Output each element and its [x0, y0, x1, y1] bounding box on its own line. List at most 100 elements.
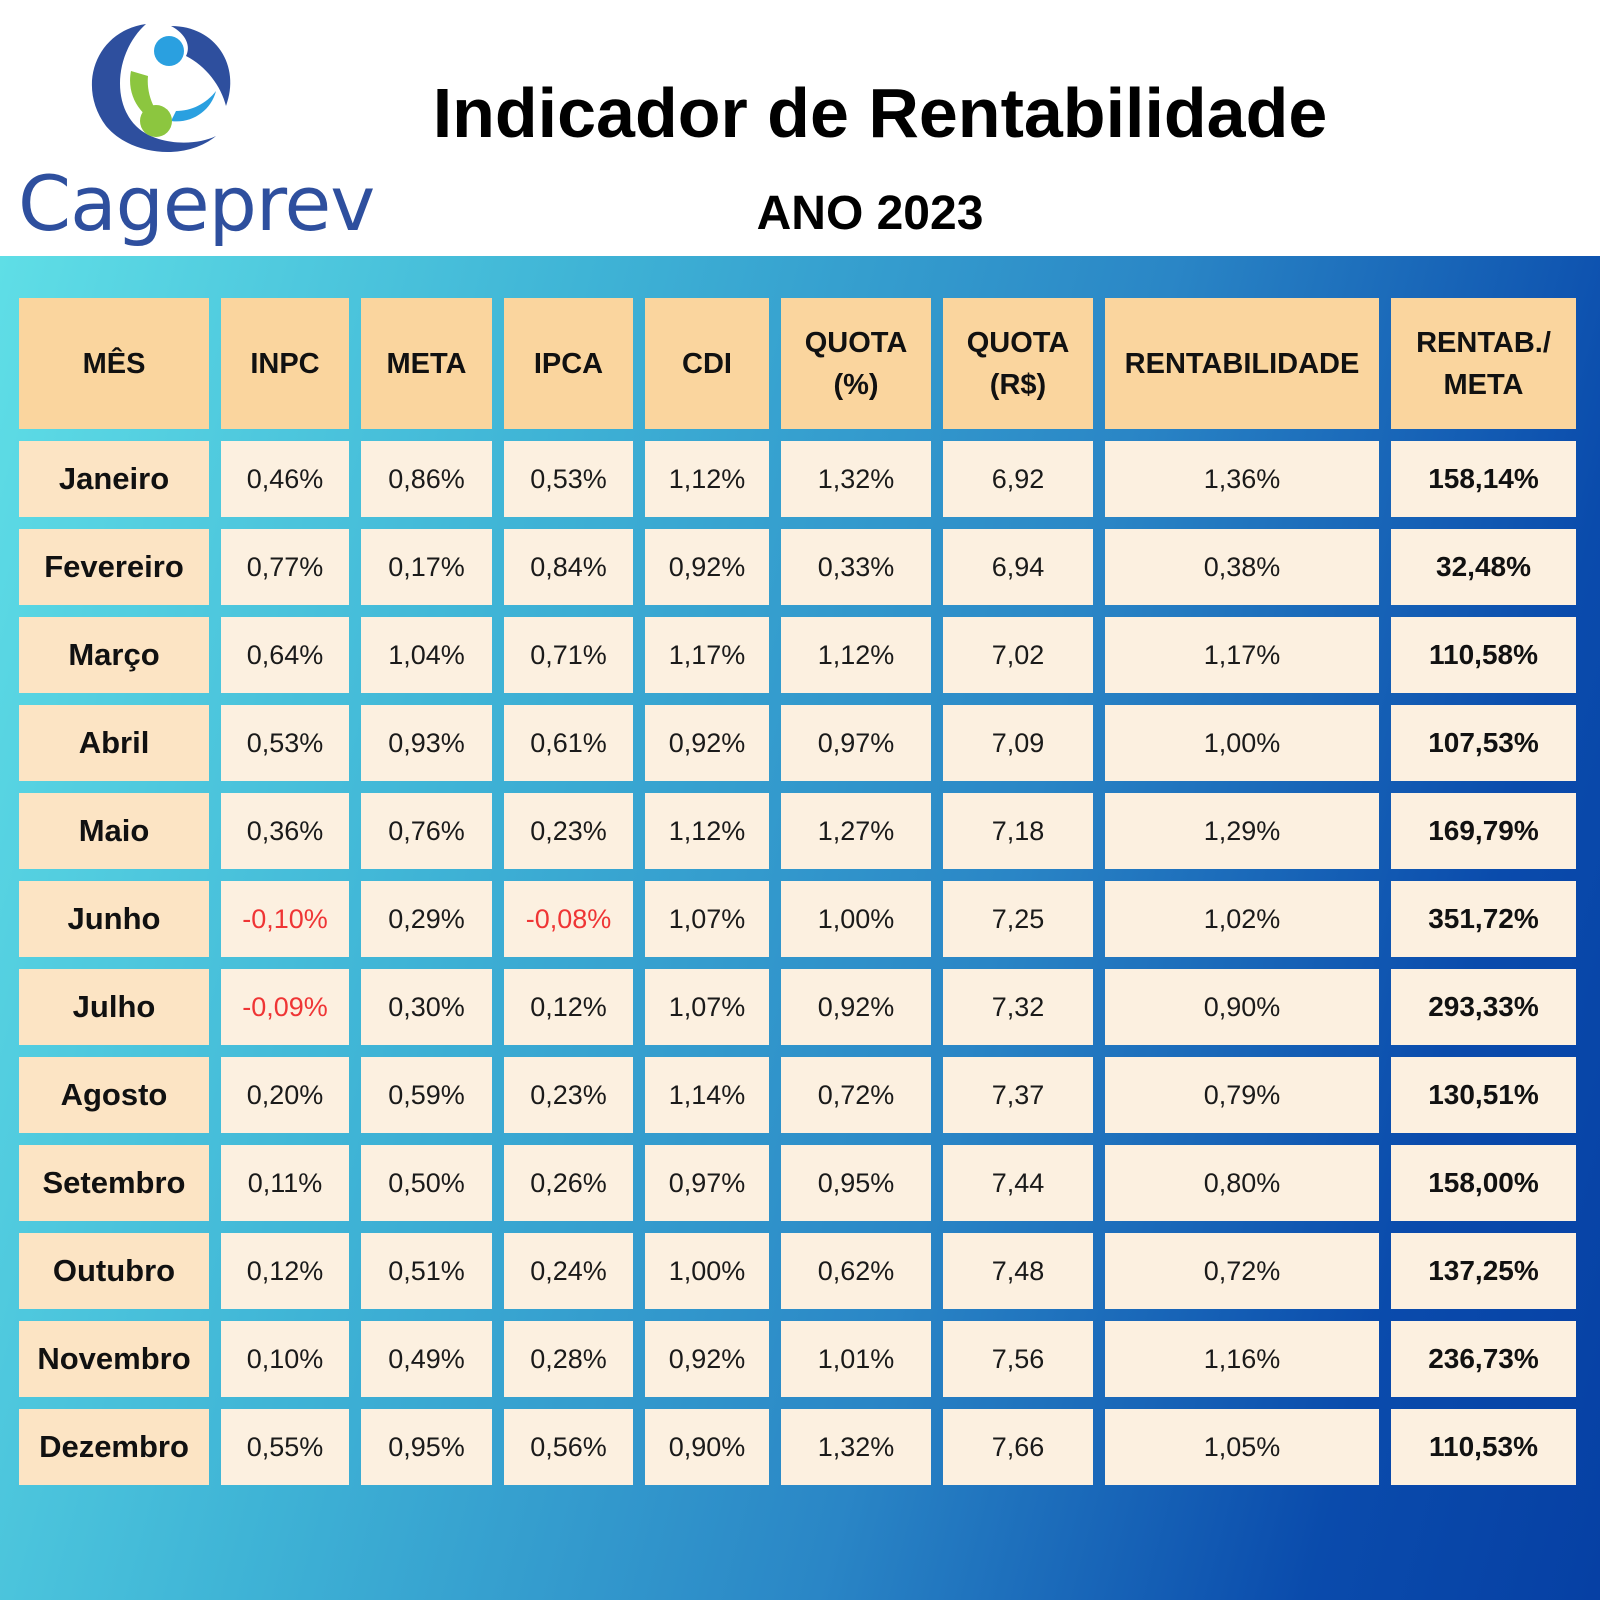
column-header: QUOTA (%) [781, 298, 931, 429]
inpc-cell: 0,53% [221, 705, 349, 781]
cdi-cell: 0,92% [645, 705, 769, 781]
meta-cell: 0,76% [361, 793, 492, 869]
ipca-cell: 0,23% [504, 793, 633, 869]
quota-value-cell: 6,92 [943, 441, 1093, 517]
column-header: META [361, 298, 492, 429]
rentab-meta-cell: 158,00% [1391, 1145, 1576, 1221]
quota-value-cell: 7,56 [943, 1321, 1093, 1397]
inpc-cell: 0,55% [221, 1409, 349, 1485]
meta-cell: 0,30% [361, 969, 492, 1045]
cdi-cell: 1,12% [645, 441, 769, 517]
quota-pct-cell: 0,92% [781, 969, 931, 1045]
cdi-cell: 1,07% [645, 881, 769, 957]
meta-cell: 0,29% [361, 881, 492, 957]
column-header: RENTABILIDADE [1105, 298, 1379, 429]
inpc-cell: 0,64% [221, 617, 349, 693]
meta-cell: 0,17% [361, 529, 492, 605]
rentab-meta-cell: 236,73% [1391, 1321, 1576, 1397]
ipca-cell: 0,26% [504, 1145, 633, 1221]
cdi-cell: 0,92% [645, 1321, 769, 1397]
quota-pct-cell: 1,12% [781, 617, 931, 693]
column-header: INPC [221, 298, 349, 429]
inpc-cell: 0,20% [221, 1057, 349, 1133]
inpc-cell: -0,10% [221, 881, 349, 957]
month-cell: Setembro [19, 1145, 209, 1221]
ipca-cell: 0,84% [504, 529, 633, 605]
rentab-meta-cell: 351,72% [1391, 881, 1576, 957]
rentab-meta-cell: 169,79% [1391, 793, 1576, 869]
month-cell: Maio [19, 793, 209, 869]
ipca-cell: 0,23% [504, 1057, 633, 1133]
meta-cell: 0,51% [361, 1233, 492, 1309]
cdi-cell: 0,97% [645, 1145, 769, 1221]
quota-value-cell: 7,02 [943, 617, 1093, 693]
ipca-cell: 0,12% [504, 969, 633, 1045]
quota-pct-cell: 1,32% [781, 1409, 931, 1485]
quota-pct-cell: 1,32% [781, 441, 931, 517]
cageprev-logo: Cageprev [16, 16, 375, 246]
meta-cell: 0,95% [361, 1409, 492, 1485]
inpc-cell: 0,36% [221, 793, 349, 869]
rentab-meta-cell: 130,51% [1391, 1057, 1576, 1133]
ipca-cell: -0,08% [504, 881, 633, 957]
rentab-meta-cell: 32,48% [1391, 529, 1576, 605]
column-header: CDI [645, 298, 769, 429]
quota-pct-cell: 0,72% [781, 1057, 931, 1133]
rentab-meta-cell: 107,53% [1391, 705, 1576, 781]
rentabilidade-cell: 0,90% [1105, 969, 1379, 1045]
quota-value-cell: 7,32 [943, 969, 1093, 1045]
quota-value-cell: 7,25 [943, 881, 1093, 957]
inpc-cell: 0,11% [221, 1145, 349, 1221]
header: Cageprev Indicador de Rentabilidade ANO … [0, 0, 1600, 256]
month-cell: Novembro [19, 1321, 209, 1397]
quota-pct-cell: 0,95% [781, 1145, 931, 1221]
meta-cell: 0,50% [361, 1145, 492, 1221]
ipca-cell: 0,71% [504, 617, 633, 693]
rentabilidade-cell: 1,16% [1105, 1321, 1379, 1397]
column-header: RENTAB./META [1391, 298, 1576, 429]
rentab-meta-cell: 293,33% [1391, 969, 1576, 1045]
rentabilidade-table: MÊS INPC META IPCA CDI QUOTA (%) QUOTA (R$… [19, 298, 1576, 1485]
rentabilidade-cell: 0,79% [1105, 1057, 1379, 1133]
meta-cell: 0,86% [361, 441, 492, 517]
rentab-meta-cell: 110,58% [1391, 617, 1576, 693]
month-cell: Fevereiro [19, 529, 209, 605]
cdi-cell: 1,12% [645, 793, 769, 869]
quota-value-cell: 7,09 [943, 705, 1093, 781]
rentab-meta-cell: 158,14% [1391, 441, 1576, 517]
quota-value-cell: 7,44 [943, 1145, 1093, 1221]
logo-mark-icon [91, 24, 231, 153]
rentabilidade-cell: 1,17% [1105, 617, 1379, 693]
rentabilidade-cell: 0,72% [1105, 1233, 1379, 1309]
quota-pct-cell: 0,97% [781, 705, 931, 781]
quota-value-cell: 7,37 [943, 1057, 1093, 1133]
logo-text: Cageprev [18, 159, 375, 248]
quota-value-cell: 7,18 [943, 793, 1093, 869]
rentabilidade-cell: 1,05% [1105, 1409, 1379, 1485]
meta-cell: 0,59% [361, 1057, 492, 1133]
meta-cell: 0,49% [361, 1321, 492, 1397]
quota-value-cell: 7,66 [943, 1409, 1093, 1485]
page-subtitle: ANO 2023 [756, 187, 984, 240]
ipca-cell: 0,61% [504, 705, 633, 781]
rentab-meta-cell: 137,25% [1391, 1233, 1576, 1309]
rentabilidade-cell: 1,36% [1105, 441, 1379, 517]
month-cell: Abril [19, 705, 209, 781]
quota-value-cell: 6,94 [943, 529, 1093, 605]
ipca-cell: 0,56% [504, 1409, 633, 1485]
cdi-cell: 1,00% [645, 1233, 769, 1309]
month-cell: Outubro [19, 1233, 209, 1309]
inpc-cell: 0,12% [221, 1233, 349, 1309]
ipca-cell: 0,28% [504, 1321, 633, 1397]
month-cell: Agosto [19, 1057, 209, 1133]
quota-pct-cell: 0,33% [781, 529, 931, 605]
inpc-cell: 0,10% [221, 1321, 349, 1397]
rentabilidade-cell: 0,80% [1105, 1145, 1379, 1221]
month-cell: Janeiro [19, 441, 209, 517]
column-header: QUOTA (R$) [943, 298, 1093, 429]
rentabilidade-cell: 1,29% [1105, 793, 1379, 869]
page-title: Indicador de Rentabilidade [432, 74, 1328, 152]
month-cell: Junho [19, 881, 209, 957]
month-cell: Dezembro [19, 1409, 209, 1485]
ipca-cell: 0,53% [504, 441, 633, 517]
